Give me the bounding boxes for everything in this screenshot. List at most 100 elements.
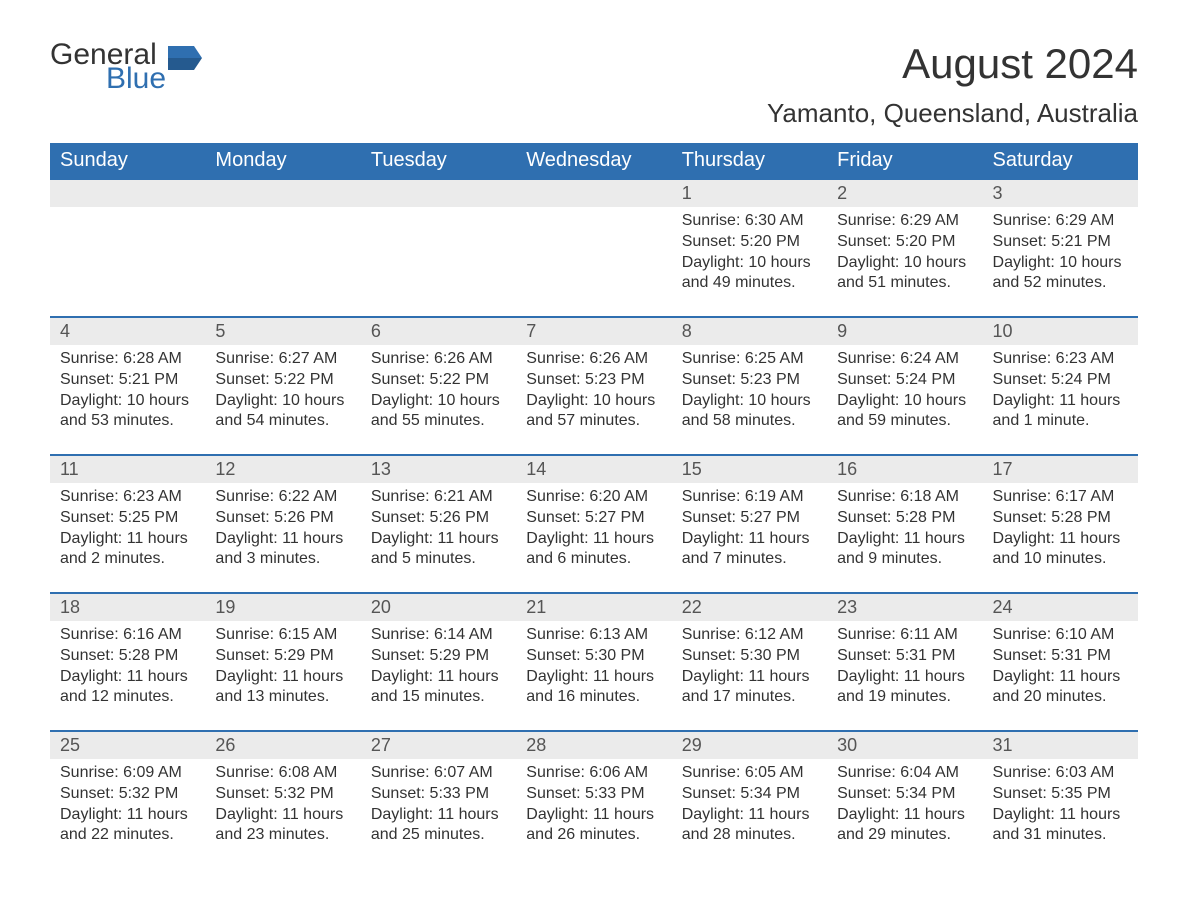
calendar-day-cell: 13Sunrise: 6:21 AMSunset: 5:26 PMDayligh… xyxy=(361,456,516,592)
day-number: 19 xyxy=(205,594,360,621)
daylight-text: Daylight: 11 hours and 29 minutes. xyxy=(837,805,972,847)
calendar-day-cell: 28Sunrise: 6:06 AMSunset: 5:33 PMDayligh… xyxy=(516,732,671,868)
sunrise-text: Sunrise: 6:19 AM xyxy=(682,487,817,508)
daylight-text: Daylight: 10 hours and 55 minutes. xyxy=(371,391,506,433)
sunset-text: Sunset: 5:30 PM xyxy=(526,646,661,667)
calendar-day-cell: 16Sunrise: 6:18 AMSunset: 5:28 PMDayligh… xyxy=(827,456,982,592)
calendar-day-cell: 24Sunrise: 6:10 AMSunset: 5:31 PMDayligh… xyxy=(983,594,1138,730)
calendar-week-row: 25Sunrise: 6:09 AMSunset: 5:32 PMDayligh… xyxy=(50,730,1138,868)
sunset-text: Sunset: 5:32 PM xyxy=(215,784,350,805)
daylight-text: Daylight: 10 hours and 59 minutes. xyxy=(837,391,972,433)
daylight-text: Daylight: 11 hours and 13 minutes. xyxy=(215,667,350,709)
calendar-day-cell: 5Sunrise: 6:27 AMSunset: 5:22 PMDaylight… xyxy=(205,318,360,454)
calendar-day-cell: 31Sunrise: 6:03 AMSunset: 5:35 PMDayligh… xyxy=(983,732,1138,868)
daylight-text: Daylight: 10 hours and 49 minutes. xyxy=(682,253,817,295)
day-number: 5 xyxy=(205,318,360,345)
calendar-day-cell: 25Sunrise: 6:09 AMSunset: 5:32 PMDayligh… xyxy=(50,732,205,868)
day-body: Sunrise: 6:26 AMSunset: 5:23 PMDaylight:… xyxy=(516,345,671,440)
day-body: Sunrise: 6:09 AMSunset: 5:32 PMDaylight:… xyxy=(50,759,205,854)
day-body: Sunrise: 6:04 AMSunset: 5:34 PMDaylight:… xyxy=(827,759,982,854)
day-number: 23 xyxy=(827,594,982,621)
day-body: Sunrise: 6:13 AMSunset: 5:30 PMDaylight:… xyxy=(516,621,671,716)
sunrise-text: Sunrise: 6:23 AM xyxy=(993,349,1128,370)
calendar-day-cell: 3Sunrise: 6:29 AMSunset: 5:21 PMDaylight… xyxy=(983,180,1138,316)
calendar-day-cell: 18Sunrise: 6:16 AMSunset: 5:28 PMDayligh… xyxy=(50,594,205,730)
daylight-text: Daylight: 11 hours and 31 minutes. xyxy=(993,805,1128,847)
calendar-day-cell: 26Sunrise: 6:08 AMSunset: 5:32 PMDayligh… xyxy=(205,732,360,868)
sunset-text: Sunset: 5:30 PM xyxy=(682,646,817,667)
day-body: Sunrise: 6:30 AMSunset: 5:20 PMDaylight:… xyxy=(672,207,827,302)
daylight-text: Daylight: 11 hours and 25 minutes. xyxy=(371,805,506,847)
sunset-text: Sunset: 5:29 PM xyxy=(215,646,350,667)
sunset-text: Sunset: 5:20 PM xyxy=(837,232,972,253)
sunset-text: Sunset: 5:34 PM xyxy=(837,784,972,805)
sunset-text: Sunset: 5:31 PM xyxy=(993,646,1128,667)
day-number xyxy=(516,180,671,207)
sunrise-text: Sunrise: 6:16 AM xyxy=(60,625,195,646)
day-number: 11 xyxy=(50,456,205,483)
sunrise-text: Sunrise: 6:18 AM xyxy=(837,487,972,508)
day-body: Sunrise: 6:19 AMSunset: 5:27 PMDaylight:… xyxy=(672,483,827,578)
sunset-text: Sunset: 5:21 PM xyxy=(993,232,1128,253)
daylight-text: Daylight: 11 hours and 16 minutes. xyxy=(526,667,661,709)
logo: General Blue xyxy=(50,40,202,94)
day-number: 17 xyxy=(983,456,1138,483)
daylight-text: Daylight: 10 hours and 53 minutes. xyxy=(60,391,195,433)
calendar-day-cell: 27Sunrise: 6:07 AMSunset: 5:33 PMDayligh… xyxy=(361,732,516,868)
calendar-day-cell: 30Sunrise: 6:04 AMSunset: 5:34 PMDayligh… xyxy=(827,732,982,868)
daylight-text: Daylight: 11 hours and 9 minutes. xyxy=(837,529,972,571)
logo-flag-icon xyxy=(168,46,202,70)
sunrise-text: Sunrise: 6:22 AM xyxy=(215,487,350,508)
day-body: Sunrise: 6:16 AMSunset: 5:28 PMDaylight:… xyxy=(50,621,205,716)
calendar-day-cell xyxy=(361,180,516,316)
day-body: Sunrise: 6:11 AMSunset: 5:31 PMDaylight:… xyxy=(827,621,982,716)
day-body: Sunrise: 6:12 AMSunset: 5:30 PMDaylight:… xyxy=(672,621,827,716)
day-body: Sunrise: 6:17 AMSunset: 5:28 PMDaylight:… xyxy=(983,483,1138,578)
day-number: 24 xyxy=(983,594,1138,621)
sunrise-text: Sunrise: 6:24 AM xyxy=(837,349,972,370)
day-body: Sunrise: 6:28 AMSunset: 5:21 PMDaylight:… xyxy=(50,345,205,440)
sunrise-text: Sunrise: 6:29 AM xyxy=(993,211,1128,232)
calendar-day-cell: 2Sunrise: 6:29 AMSunset: 5:20 PMDaylight… xyxy=(827,180,982,316)
calendar-day-cell xyxy=(205,180,360,316)
day-body: Sunrise: 6:27 AMSunset: 5:22 PMDaylight:… xyxy=(205,345,360,440)
daylight-text: Daylight: 11 hours and 12 minutes. xyxy=(60,667,195,709)
daylight-text: Daylight: 11 hours and 23 minutes. xyxy=(215,805,350,847)
day-body: Sunrise: 6:26 AMSunset: 5:22 PMDaylight:… xyxy=(361,345,516,440)
calendar-day-cell: 12Sunrise: 6:22 AMSunset: 5:26 PMDayligh… xyxy=(205,456,360,592)
sunset-text: Sunset: 5:28 PM xyxy=(993,508,1128,529)
day-body: Sunrise: 6:23 AMSunset: 5:25 PMDaylight:… xyxy=(50,483,205,578)
daylight-text: Daylight: 11 hours and 3 minutes. xyxy=(215,529,350,571)
day-number: 13 xyxy=(361,456,516,483)
calendar-day-cell: 22Sunrise: 6:12 AMSunset: 5:30 PMDayligh… xyxy=(672,594,827,730)
day-body: Sunrise: 6:03 AMSunset: 5:35 PMDaylight:… xyxy=(983,759,1138,854)
day-number: 14 xyxy=(516,456,671,483)
calendar-day-cell: 7Sunrise: 6:26 AMSunset: 5:23 PMDaylight… xyxy=(516,318,671,454)
location-text: Yamanto, Queensland, Australia xyxy=(50,98,1138,129)
calendar: SundayMondayTuesdayWednesdayThursdayFrid… xyxy=(50,143,1138,868)
calendar-day-cell: 11Sunrise: 6:23 AMSunset: 5:25 PMDayligh… xyxy=(50,456,205,592)
calendar-day-cell: 6Sunrise: 6:26 AMSunset: 5:22 PMDaylight… xyxy=(361,318,516,454)
sunset-text: Sunset: 5:31 PM xyxy=(837,646,972,667)
day-number: 2 xyxy=(827,180,982,207)
calendar-day-cell: 23Sunrise: 6:11 AMSunset: 5:31 PMDayligh… xyxy=(827,594,982,730)
calendar-day-cell: 1Sunrise: 6:30 AMSunset: 5:20 PMDaylight… xyxy=(672,180,827,316)
calendar-header-cell: Friday xyxy=(827,143,982,178)
calendar-header-cell: Monday xyxy=(205,143,360,178)
calendar-weeks: 1Sunrise: 6:30 AMSunset: 5:20 PMDaylight… xyxy=(50,178,1138,868)
sunrise-text: Sunrise: 6:26 AM xyxy=(526,349,661,370)
day-number: 8 xyxy=(672,318,827,345)
sunrise-text: Sunrise: 6:27 AM xyxy=(215,349,350,370)
calendar-header-cell: Saturday xyxy=(983,143,1138,178)
page-title: August 2024 xyxy=(902,40,1138,88)
sunset-text: Sunset: 5:23 PM xyxy=(526,370,661,391)
daylight-text: Daylight: 11 hours and 15 minutes. xyxy=(371,667,506,709)
sunrise-text: Sunrise: 6:11 AM xyxy=(837,625,972,646)
sunrise-text: Sunrise: 6:20 AM xyxy=(526,487,661,508)
sunrise-text: Sunrise: 6:15 AM xyxy=(215,625,350,646)
calendar-week-row: 18Sunrise: 6:16 AMSunset: 5:28 PMDayligh… xyxy=(50,592,1138,730)
calendar-day-cell: 8Sunrise: 6:25 AMSunset: 5:23 PMDaylight… xyxy=(672,318,827,454)
day-number: 10 xyxy=(983,318,1138,345)
sunset-text: Sunset: 5:27 PM xyxy=(682,508,817,529)
calendar-day-cell: 19 Sunrise: 6:15 AMSunset: 5:29 PMDayligh… xyxy=(205,594,360,730)
